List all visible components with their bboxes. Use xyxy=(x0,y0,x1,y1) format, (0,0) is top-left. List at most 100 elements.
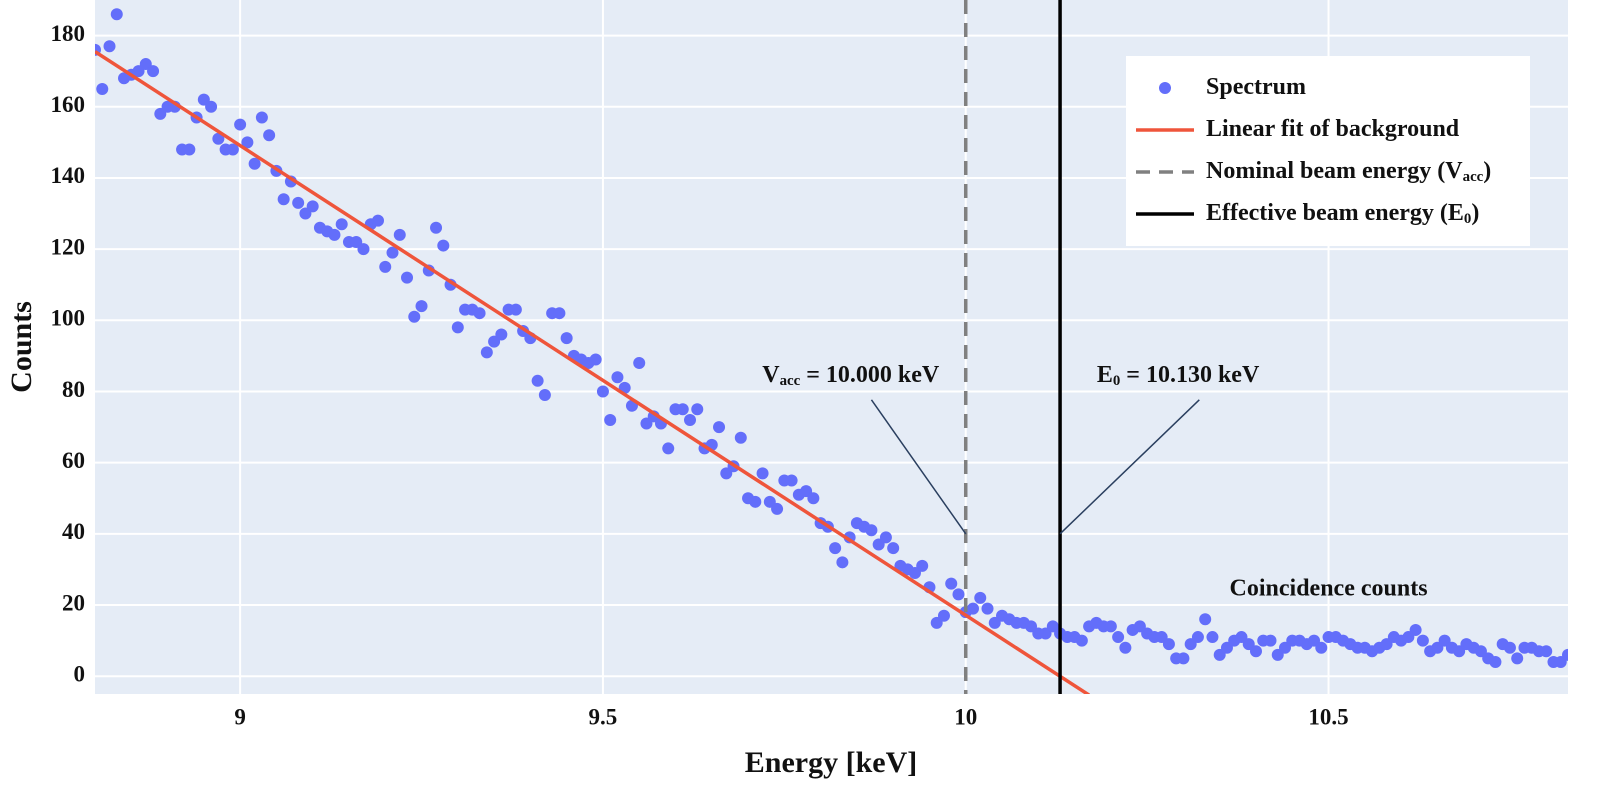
text-part: Nominal beam energy (V xyxy=(1206,158,1463,184)
data-point xyxy=(807,492,820,505)
data-point xyxy=(205,100,218,113)
data-point xyxy=(241,136,254,149)
subscript: 0 xyxy=(1113,373,1120,389)
data-point xyxy=(277,193,290,206)
data-point xyxy=(713,421,726,434)
y-tick-label: 120 xyxy=(51,234,86,259)
y-tick-label: 160 xyxy=(51,92,86,117)
annotation-arrow xyxy=(1059,399,1200,535)
annotation: Vacc = 10.000 keV xyxy=(762,361,940,389)
data-point xyxy=(1104,620,1117,633)
text-part: V xyxy=(762,361,780,387)
data-point xyxy=(604,413,617,426)
data-point xyxy=(662,442,675,455)
y-tick-label: 0 xyxy=(74,661,86,686)
data-point xyxy=(386,246,399,259)
data-point xyxy=(879,531,892,544)
data-point xyxy=(328,228,341,241)
data-point xyxy=(785,474,798,487)
data-point xyxy=(393,228,406,241)
text-part: Linear fit of background xyxy=(1206,116,1460,142)
data-point xyxy=(596,385,609,398)
data-point xyxy=(103,40,116,53)
text-part: = 10.000 keV xyxy=(800,361,940,387)
data-point xyxy=(1562,648,1568,661)
legend-text: Nominal beam energy (Vacc) xyxy=(1206,158,1491,186)
data-point xyxy=(96,82,109,95)
y-axis-title: Counts xyxy=(5,301,38,393)
data-point xyxy=(371,214,384,227)
subscript: 0 xyxy=(1464,211,1471,227)
data-point xyxy=(538,389,551,402)
data-point xyxy=(183,143,196,156)
data-point xyxy=(756,467,769,480)
data-point xyxy=(473,307,486,320)
data-point xyxy=(865,524,878,537)
y-tick-label: 80 xyxy=(62,377,85,402)
data-point xyxy=(234,118,247,131)
text-part: ) xyxy=(1483,158,1491,184)
data-point xyxy=(480,346,493,359)
x-axis-title: Energy [keV] xyxy=(745,746,917,779)
data-point xyxy=(633,357,646,370)
data-point xyxy=(1489,655,1502,668)
x-tick-label: 9 xyxy=(234,704,246,729)
data-point xyxy=(335,218,348,231)
data-point xyxy=(952,588,965,601)
subscript: acc xyxy=(780,373,801,389)
data-point xyxy=(1119,641,1132,654)
data-point xyxy=(829,542,842,555)
text-part: Effective beam energy (E xyxy=(1206,200,1464,226)
data-point xyxy=(1409,623,1422,636)
data-point xyxy=(110,8,123,21)
data-point xyxy=(255,111,268,124)
data-point xyxy=(836,556,849,569)
data-point xyxy=(430,221,443,234)
annotation-arrow xyxy=(870,399,967,535)
data-point xyxy=(1503,641,1516,654)
data-point xyxy=(408,310,421,323)
x-tick-label: 9.5 xyxy=(589,704,618,729)
y-tick-label: 20 xyxy=(62,590,85,615)
text-part: Spectrum xyxy=(1206,74,1306,100)
data-point xyxy=(1540,645,1553,658)
text-part: ) xyxy=(1471,200,1479,226)
data-point xyxy=(945,577,958,590)
data-point xyxy=(306,200,319,213)
data-point xyxy=(966,602,979,615)
data-point xyxy=(147,65,160,78)
data-point xyxy=(771,502,784,515)
y-tick-label: 100 xyxy=(51,306,86,331)
subscript: acc xyxy=(1463,169,1484,185)
data-point xyxy=(248,157,261,170)
data-point xyxy=(451,321,464,334)
y-tick-label: 40 xyxy=(62,519,85,544)
data-point xyxy=(263,129,276,142)
data-point xyxy=(1416,634,1429,647)
data-point xyxy=(495,328,508,341)
data-point xyxy=(1162,638,1175,651)
data-point xyxy=(1315,641,1328,654)
data-point xyxy=(691,403,704,416)
x-tick-label: 10 xyxy=(954,704,977,729)
data-point xyxy=(212,132,225,145)
legend-text: Spectrum xyxy=(1206,74,1306,100)
annotation: E0 = 10.130 keV xyxy=(1097,361,1260,389)
data-point xyxy=(1177,652,1190,665)
data-point xyxy=(531,374,544,387)
data-point xyxy=(1112,631,1125,644)
y-tick-label: 60 xyxy=(62,448,85,473)
legend-marker xyxy=(1159,82,1171,94)
data-point xyxy=(437,239,450,252)
x-tick-label: 10.5 xyxy=(1308,704,1348,729)
data-point xyxy=(887,542,900,555)
data-point xyxy=(589,353,602,366)
y-tick-label: 140 xyxy=(51,163,86,188)
data-point xyxy=(357,243,370,256)
data-point xyxy=(916,559,929,572)
legend-text: Effective beam energy (E0) xyxy=(1206,200,1479,228)
text-part: = 10.130 keV xyxy=(1120,361,1260,387)
data-point xyxy=(292,196,305,209)
data-point xyxy=(1249,645,1262,658)
